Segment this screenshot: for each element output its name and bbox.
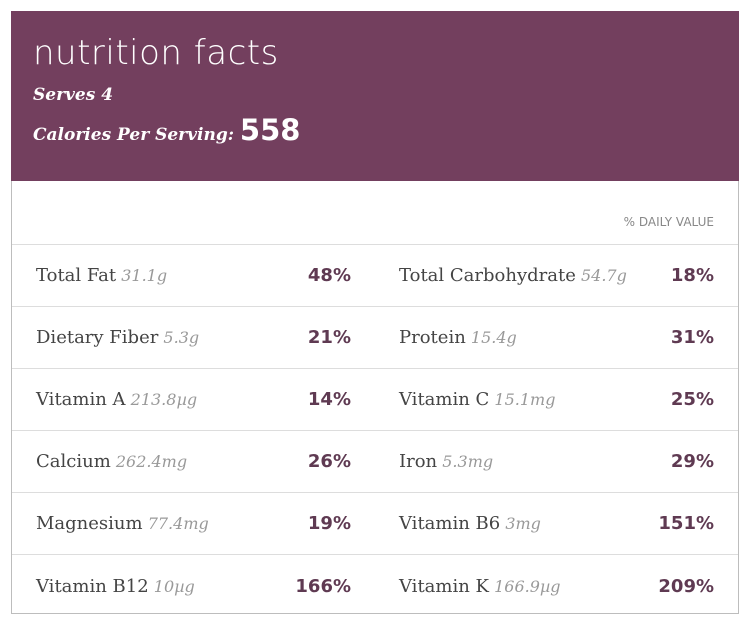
nutrient-amount: 213.8µg (130, 390, 198, 409)
nutrient-amount: 166.9µg (494, 576, 561, 596)
nutrient-percent: 166% (295, 575, 351, 597)
nutrient-name: Dietary Fiber (36, 327, 159, 348)
nutrient-item: Calcium 262.4mg 26% (12, 431, 375, 492)
nutrient-name: Vitamin A (36, 389, 126, 410)
nutrition-title: nutrition facts (33, 33, 279, 73)
calories-label: Calories Per Serving: (33, 125, 234, 145)
nutrient-amount: 5.3mg (442, 452, 494, 471)
nutrient-percent: 25% (670, 389, 714, 410)
nutrient-amount: 15.1mg (494, 390, 556, 409)
calories-value: 558 (239, 113, 301, 147)
nutrient-name: Protein (399, 327, 466, 348)
nutrient-amount: 5.3g (163, 328, 200, 347)
nutrient-row: Magnesium 77.4mg 19% Vitamin B6 3mg 151% (12, 493, 738, 555)
nutrient-percent: 18% (670, 265, 714, 286)
nutrition-card: nutrition facts Serves 4 Calories Per Se… (11, 11, 739, 614)
nutrient-name: Iron (399, 451, 438, 472)
nutrient-row: Calcium 262.4mg 26% Iron 5.3mg 29% (12, 431, 738, 493)
nutrient-item: Protein 15.4g 31% (375, 307, 738, 368)
nutrient-name: Vitamin B12 (36, 575, 149, 597)
nutrient-percent: 48% (307, 265, 351, 286)
nutrient-percent: 29% (670, 451, 714, 472)
nutrient-name: Calcium (36, 451, 111, 472)
nutrient-item: Total Carbohydrate 54.7g 18% (375, 245, 738, 306)
nutrient-percent: 19% (307, 513, 351, 534)
nutrient-row: Vitamin B12 10µg 166% Vitamin K 166.9µg 209… (12, 555, 738, 617)
nutrient-item: Magnesium 77.4mg 19% (12, 493, 375, 554)
nutrient-item: Vitamin B6 3mg 151% (375, 493, 738, 554)
nutrient-percent: 31% (670, 327, 714, 348)
daily-value-label: % DAILY VALUE (12, 181, 738, 245)
nutrient-amount: 31.1g (121, 266, 168, 285)
nutrient-row: Vitamin A 213.8µg 14% Vitamin C 15.1mg 25% (12, 369, 738, 431)
nutrient-amount: 10µg (153, 576, 195, 596)
nutrition-header: nutrition facts Serves 4 Calories Per Se… (11, 11, 739, 181)
nutrient-amount: 3mg (505, 514, 541, 533)
nutrient-percent: 151% (658, 513, 714, 534)
nutrient-amount: 54.7g (580, 266, 627, 285)
nutrient-percent: 26% (307, 451, 351, 472)
nutrient-name: Total Carbohydrate (399, 265, 576, 286)
nutrient-name: Total Fat (36, 265, 117, 286)
nutrient-amount: 262.4mg (115, 452, 188, 471)
serves: Serves 4 (33, 85, 114, 105)
nutrient-percent: 14% (307, 389, 351, 410)
nutrient-percent: 209% (658, 575, 714, 597)
nutrient-name: Vitamin C (399, 389, 490, 410)
nutrient-percent: 21% (307, 327, 351, 348)
nutrient-amount: 77.4mg (147, 514, 209, 533)
nutrient-row: Total Fat 31.1g 48% Total Carbohydrate 54.… (12, 245, 738, 307)
calories: Calories Per Serving: 558 (33, 113, 717, 147)
nutrient-row: Dietary Fiber 5.3g 21% Protein 15.4g 31% (12, 307, 738, 369)
nutrient-item: Iron 5.3mg 29% (375, 431, 738, 492)
nutrient-name: Vitamin K (399, 575, 489, 597)
nutrient-item: Vitamin A 213.8µg 14% (12, 369, 375, 430)
nutrient-item: Vitamin B12 10µg 166% (12, 555, 375, 617)
nutrient-item: Vitamin C 15.1mg 25% (375, 369, 738, 430)
nutrient-amount: 15.4g (470, 328, 517, 347)
nutrient-item: Total Fat 31.1g 48% (12, 245, 375, 306)
nutrient-name: Magnesium (36, 513, 143, 534)
nutrient-item: Dietary Fiber 5.3g 21% (12, 307, 375, 368)
nutrient-item: Vitamin K 166.9µg 209% (375, 555, 738, 617)
nutrient-name: Vitamin B6 (399, 513, 501, 534)
